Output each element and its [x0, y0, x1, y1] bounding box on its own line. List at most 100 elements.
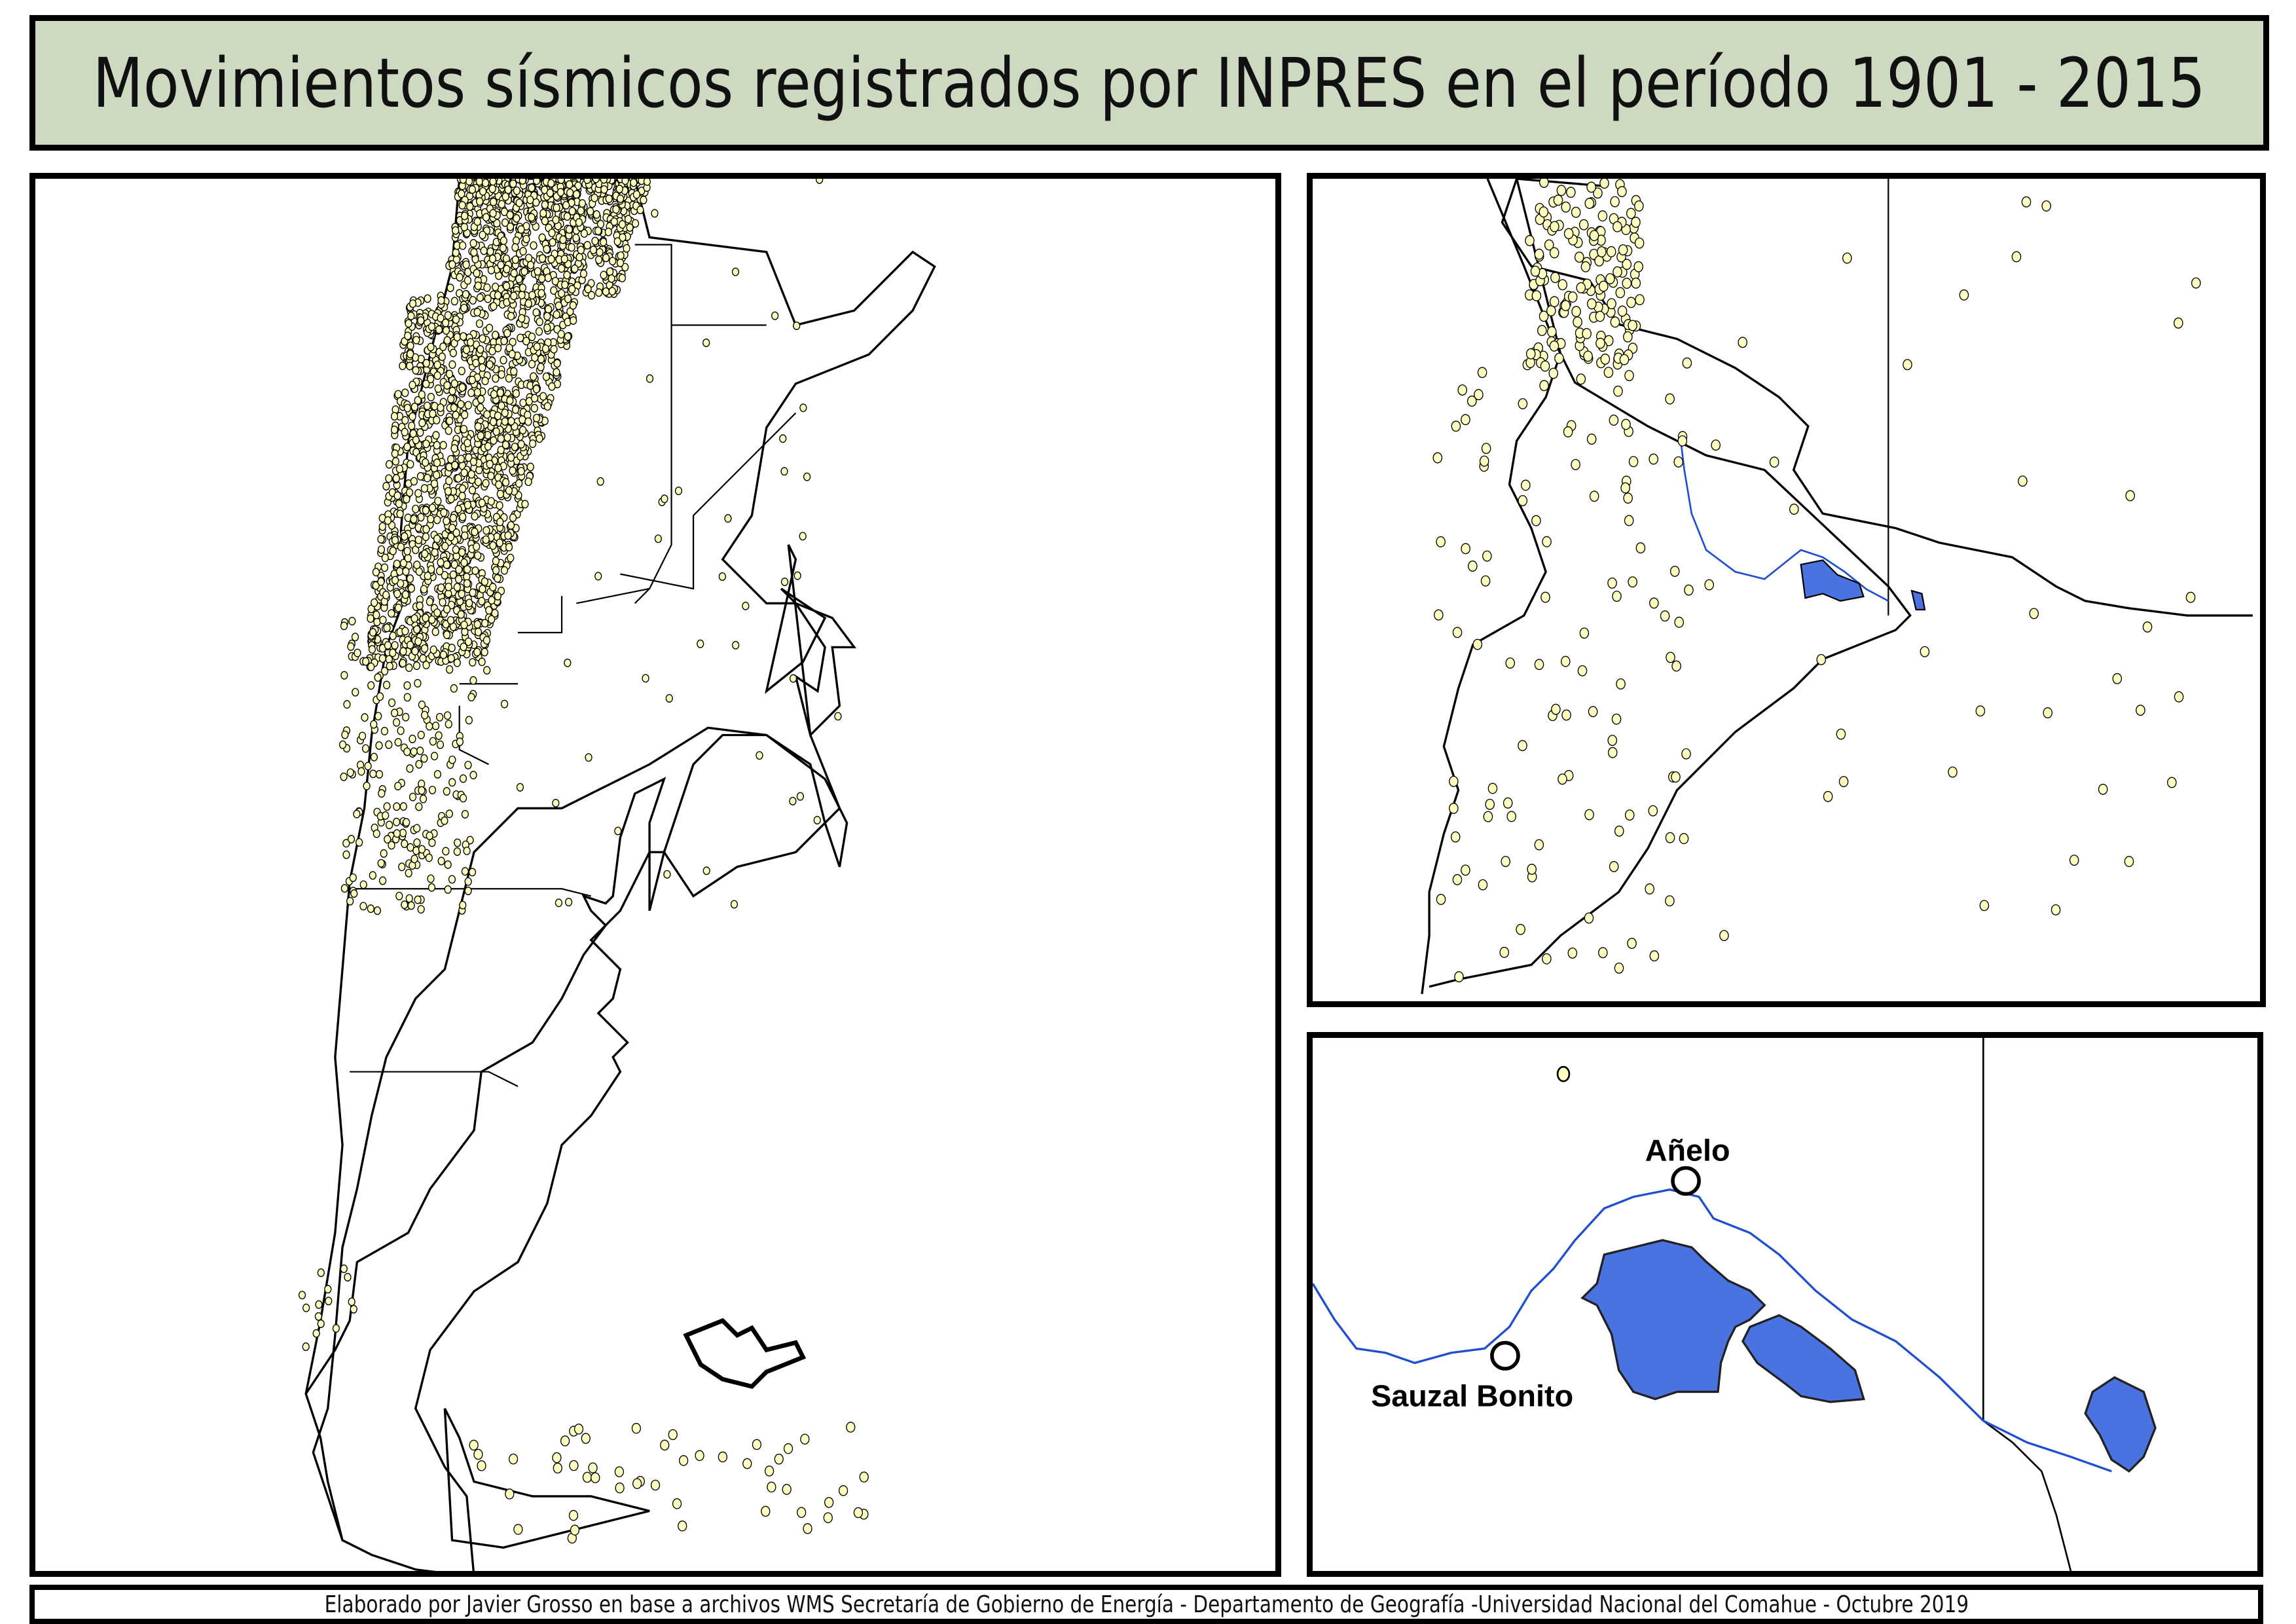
epicenter-point — [433, 769, 442, 779]
epicenter-point — [492, 331, 500, 340]
epicenter-point — [486, 360, 494, 369]
epicenter-point — [1682, 357, 1692, 369]
epicenter-point — [619, 233, 627, 242]
epicenter-point — [665, 693, 673, 703]
epicenter-point — [417, 316, 425, 325]
epicenter-point — [1623, 492, 1633, 504]
epicenter-point — [407, 312, 415, 320]
epicenter-point — [433, 416, 441, 425]
epicenter-point — [547, 179, 555, 188]
epicenter-point — [526, 462, 534, 471]
epicenter-point — [543, 323, 551, 333]
epicenter-point — [483, 636, 491, 645]
epicenter-point — [377, 534, 385, 544]
epicenter-point — [445, 369, 454, 378]
epicenter-point — [2112, 673, 2123, 684]
epicenter-point — [532, 413, 541, 422]
epicenter-point — [799, 532, 807, 541]
epicenter-point — [391, 576, 399, 585]
epicenter-point — [1704, 579, 1715, 591]
epicenter-point — [797, 1507, 807, 1518]
epicenter-point — [515, 479, 523, 488]
epicenter-point — [420, 754, 428, 763]
epicenter-point — [464, 760, 472, 769]
epicenter-point — [508, 1453, 519, 1465]
epicenter-point — [560, 1435, 570, 1447]
epicenter-point — [476, 293, 484, 302]
epicenter-point — [455, 565, 463, 574]
epicenter-point — [317, 1268, 325, 1278]
epicenter-point — [485, 323, 494, 333]
epicenter-point — [568, 285, 576, 294]
epicenter-point — [2191, 277, 2201, 289]
epicenter-point — [477, 345, 484, 354]
epicenter-point — [483, 526, 490, 535]
epicenter-point — [1501, 856, 1510, 867]
epicenter-point — [1607, 747, 1618, 758]
epicenter-point — [496, 517, 504, 526]
epicenter-point — [459, 900, 467, 910]
epicenter-point — [550, 344, 558, 354]
epicenter-point — [1621, 418, 1631, 430]
epicenter-point — [448, 755, 456, 764]
epicenter-point — [1615, 287, 1626, 299]
epicenter-point — [445, 720, 452, 729]
epicenter-point — [422, 506, 430, 515]
epicenter-point — [1769, 456, 1779, 468]
epicenter-point — [452, 545, 460, 554]
epicenter-point — [372, 581, 380, 590]
epicenter-point — [399, 647, 407, 656]
epicenter-point — [414, 489, 422, 498]
epicenter-point — [2142, 621, 2153, 633]
epicenter-point — [1979, 900, 1990, 912]
epicenter-point — [386, 661, 393, 671]
epicenter-point — [479, 231, 486, 240]
epicenter-point — [390, 412, 399, 421]
epicenter-point — [1649, 597, 1659, 609]
lake-pellegrini — [1910, 589, 1926, 611]
epicenter-point — [460, 223, 468, 232]
epicenter-point — [507, 553, 515, 563]
epicenter-point — [403, 693, 411, 702]
epicenter-point — [631, 219, 640, 228]
epicenter-point — [448, 875, 456, 884]
epicenter-point — [1665, 832, 1675, 843]
neuquen-river — [1313, 1188, 2112, 1473]
epicenter-point — [626, 223, 634, 232]
epicenter-point — [602, 253, 610, 263]
epicenter-point — [646, 374, 654, 383]
epicenter-point — [433, 360, 441, 369]
epicenter-point — [443, 380, 451, 390]
epicenter-point — [1711, 439, 1721, 451]
epicenter-point — [464, 877, 472, 886]
epicenter-point — [448, 360, 456, 369]
epicenter-point — [406, 764, 414, 773]
epicenter-point — [489, 179, 497, 186]
epicenter-point — [468, 868, 477, 877]
epicenter-point — [385, 460, 393, 469]
epicenter-point — [459, 512, 467, 521]
epicenter-point — [469, 588, 477, 597]
epicenter-point — [568, 1509, 579, 1521]
epicenter-point — [1607, 577, 1617, 589]
epicenter-point — [761, 1505, 771, 1517]
epicenter-point — [317, 1319, 325, 1328]
epicenter-point — [1584, 198, 1595, 210]
epicenter-point — [1548, 367, 1559, 379]
epicenter-point — [504, 185, 512, 194]
epicenter-point — [496, 388, 504, 397]
epicenter-point — [1518, 495, 1528, 506]
epicenter-point — [602, 287, 610, 296]
epicenter-point — [443, 336, 451, 345]
epicenter-point — [378, 654, 386, 663]
epicenter-point — [1681, 748, 1691, 760]
epicenter-point — [724, 514, 732, 523]
epicenter-point — [579, 269, 588, 278]
epicenter-point — [391, 449, 399, 458]
epicenter-point — [543, 312, 551, 321]
epicenter-point — [465, 453, 473, 462]
epicenter-point — [557, 329, 565, 339]
epicenter-point — [369, 628, 377, 637]
epicenter-point — [519, 284, 527, 292]
epicenter-point — [447, 494, 455, 504]
